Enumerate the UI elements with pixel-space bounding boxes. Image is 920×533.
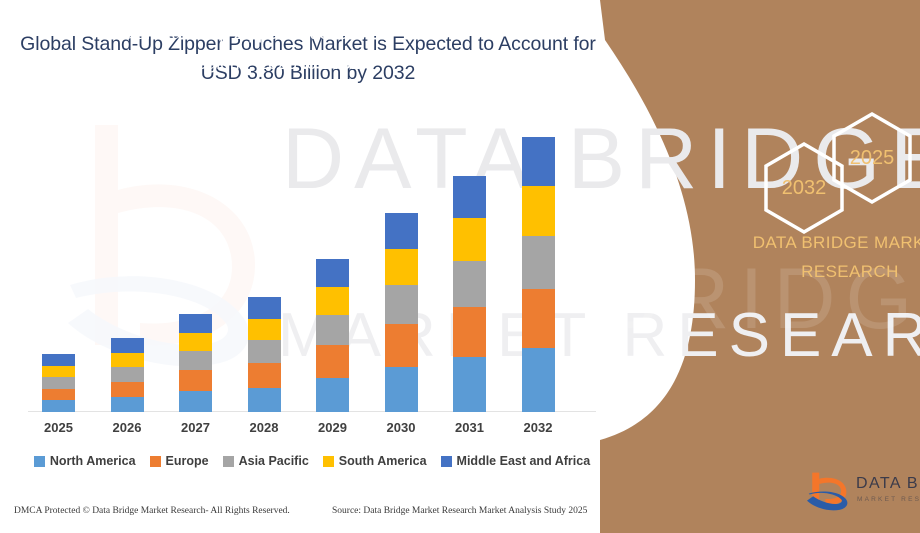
footer-source-text: Source: Data Bridge Market Research Mark… <box>332 506 588 516</box>
bar-segment-2030-1 <box>384 324 418 367</box>
page-title-line-2: for USD 3.80 Billion by 2032 <box>200 33 596 84</box>
hexagon-badge-2032: 2032 <box>760 140 848 236</box>
stacked-bar-chart: 2025 2026 2027 2028 2029 2030 2031 2032 <box>28 120 598 442</box>
bar-2026 <box>110 338 144 412</box>
hexagon-outline-icon <box>764 141 844 235</box>
brand-name: DATA BRIDGE MARKET RESEARCH <box>700 228 920 286</box>
bar-segment-2030-3 <box>384 248 418 285</box>
bar-segment-2025-4 <box>42 354 75 366</box>
hexagon-badge-2032-label: 2032 <box>781 176 827 199</box>
bar-segment-2028-4 <box>247 297 281 319</box>
bar-segment-2031-3 <box>453 217 486 261</box>
bar-segment-2030-4 <box>384 213 418 249</box>
bar-segment-2029-3 <box>316 287 349 316</box>
chart-legend: North America Europe Asia Pacific South Ame… <box>22 454 602 468</box>
hexagon-badge-2025-label: 2025 <box>849 146 895 169</box>
hexagon-badge-2025: 2025 <box>828 110 916 206</box>
bar-segment-2027-1 <box>179 370 212 392</box>
panel-title-line-2: Market, By Regions, 2025 to 2032 <box>95 53 361 73</box>
brand-name-line-1: DATA BRIDGE MARKET <box>752 233 920 252</box>
legend-label: Europe <box>165 454 209 468</box>
x-axis-label-2032: 2032 <box>523 420 553 435</box>
legend-swatch-icon <box>222 455 234 467</box>
legend-item-2[interactable]: Asia Pacific <box>222 454 309 468</box>
bar-segment-2028-3 <box>247 318 281 341</box>
bar-segment-2031-0 <box>453 357 486 412</box>
hexagon-outline-icon <box>832 111 912 205</box>
bar-segment-2025-0 <box>42 400 75 412</box>
bar-segment-2032-2 <box>521 235 555 290</box>
bar-segment-2025-2 <box>42 377 75 389</box>
x-axis-label-2031: 2031 <box>455 420 484 435</box>
bar-segment-2029-0 <box>316 377 349 412</box>
bar-segment-2025-3 <box>42 365 75 378</box>
bar-segment-2027-0 <box>179 391 212 412</box>
bar-segment-2031-1 <box>453 306 486 358</box>
bar-segment-2027-2 <box>179 351 212 371</box>
bar-2032 <box>521 137 555 412</box>
bar-segment-2027-3 <box>179 332 212 352</box>
legend-label: Asia Pacific <box>238 454 309 468</box>
bar-segment-2026-2 <box>110 367 144 382</box>
x-axis-label-2030: 2030 <box>386 420 416 435</box>
bar-2025 <box>42 354 75 412</box>
bar-segment-2032-1 <box>521 289 555 348</box>
x-axis-label-2027: 2027 <box>181 420 210 435</box>
panel-title-line-1: Global Stand-Up Zipper Pouches <box>99 23 357 43</box>
bar-segment-2029-1 <box>316 345 349 378</box>
data-bridge-logo-icon <box>807 472 848 511</box>
bar-segment-2029-4 <box>316 259 349 288</box>
bar-segment-2028-0 <box>247 387 281 412</box>
legend-label: North America <box>49 454 136 468</box>
bar-2030 <box>384 213 418 412</box>
bar-2028 <box>247 297 281 412</box>
bar-segment-2028-1 <box>247 363 281 388</box>
x-axis-label-2026: 2026 <box>112 420 142 435</box>
legend-item-3[interactable]: South America <box>322 454 427 468</box>
legend-item-0[interactable]: North America <box>33 454 136 468</box>
page-title: Global Stand-Up Zipper Pouches Market is… <box>18 30 598 88</box>
bar-segment-2025-1 <box>42 388 75 401</box>
bar-segment-2027-4 <box>179 314 212 333</box>
bar-2031 <box>453 176 486 412</box>
x-axis-label-2028: 2028 <box>249 420 279 435</box>
bar-segment-2032-3 <box>521 185 555 236</box>
x-axis-label-2025: 2025 <box>44 420 73 435</box>
bar-segment-2026-1 <box>110 381 144 397</box>
x-axis-line <box>28 411 596 412</box>
legend-label: South America <box>338 454 427 468</box>
bar-segment-2030-0 <box>384 366 418 412</box>
bar-segment-2031-2 <box>453 260 486 307</box>
bar-segment-2031-4 <box>453 176 486 218</box>
chart-plot-area <box>28 120 598 412</box>
bar-2029 <box>316 259 349 412</box>
x-axis-label-2029: 2029 <box>318 420 347 435</box>
company-logo-wordmark: DATA BRIDGE <box>856 475 920 492</box>
bar-segment-2032-0 <box>521 347 555 412</box>
footer-dmca-text: DMCA Protected © Data Bridge Market Rese… <box>14 506 290 516</box>
legend-swatch-icon <box>149 455 161 467</box>
bar-segment-2026-4 <box>110 338 144 353</box>
legend-label: Middle East and Africa <box>456 454 591 468</box>
company-logo: DATA BRIDGE MARKET RESEARCH <box>806 470 920 516</box>
bar-segment-2028-2 <box>247 340 281 364</box>
bar-segment-2029-2 <box>316 315 349 346</box>
bar-segment-2030-2 <box>384 284 418 325</box>
bar-segment-2026-3 <box>110 352 144 368</box>
company-logo-tagline: MARKET RESEARCH <box>857 496 920 503</box>
legend-swatch-icon <box>322 455 334 467</box>
x-axis-tick-labels: 2025 2026 2027 2028 2029 2030 2031 2032 <box>28 420 598 442</box>
brand-name-line-2: RESEARCH <box>801 262 899 281</box>
bar-segment-2032-4 <box>521 137 555 186</box>
bar-segment-2026-0 <box>110 396 144 412</box>
page-title-line-1: Global Stand-Up Zipper Pouches Market is… <box>20 33 569 55</box>
bar-2027 <box>179 314 212 412</box>
legend-swatch-icon <box>440 455 452 467</box>
legend-item-1[interactable]: Europe <box>149 454 209 468</box>
legend-item-4[interactable]: Middle East and Africa <box>440 454 591 468</box>
panel-title: Global Stand-Up Zipper Pouches Market, B… <box>78 18 378 78</box>
legend-swatch-icon <box>33 455 45 467</box>
